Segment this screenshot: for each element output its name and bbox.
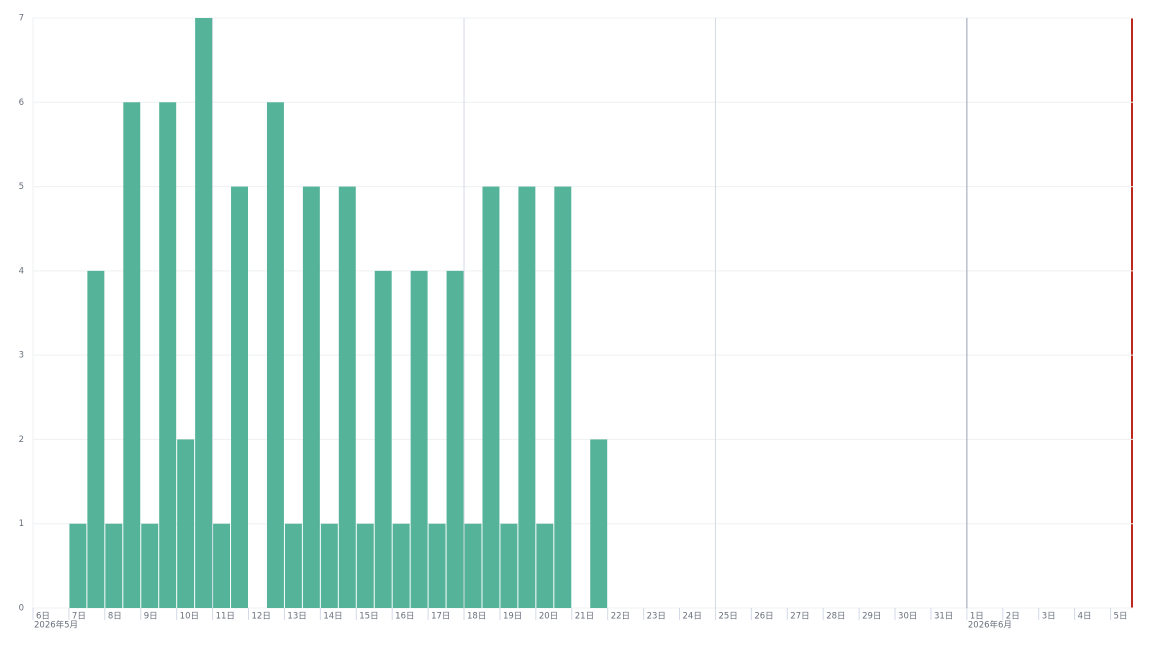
bar	[320, 523, 338, 608]
bar	[338, 186, 356, 609]
bar	[482, 186, 500, 609]
bar	[123, 102, 141, 609]
x-tick-label: 20日	[539, 612, 558, 622]
y-tick-label: 4	[19, 266, 24, 276]
x-month-label: 2026年5月	[34, 620, 78, 631]
bar	[590, 439, 608, 608]
bar	[554, 186, 572, 609]
x-tick-label: 21日	[575, 612, 594, 622]
x-tick-label: 12日	[252, 612, 271, 622]
y-tick-label: 0	[19, 604, 24, 614]
x-tick-label: 9日	[144, 612, 158, 622]
y-tick-label: 2	[19, 435, 24, 445]
x-tick-label: 2日	[1006, 612, 1020, 622]
bar	[159, 102, 177, 609]
x-tick-label: 16日	[395, 612, 414, 622]
bar	[105, 523, 123, 608]
x-tick-label: 4日	[1078, 612, 1092, 622]
y-tick-label: 3	[19, 351, 24, 361]
x-tick-label: 8日	[108, 612, 122, 622]
bar	[231, 186, 249, 609]
bar	[464, 523, 482, 608]
bar	[374, 270, 392, 608]
x-tick-label: 24日	[683, 612, 702, 622]
bar	[177, 439, 195, 608]
x-tick-label: 15日	[359, 612, 378, 622]
x-tick-label: 18日	[467, 612, 486, 622]
x-tick-label: 17日	[431, 612, 450, 622]
bar	[213, 523, 231, 608]
y-tick-label: 1	[19, 519, 24, 529]
x-tick-label: 26日	[754, 612, 773, 622]
bar	[266, 102, 284, 609]
x-tick-label: 19日	[503, 612, 522, 622]
bar	[536, 523, 554, 608]
x-tick-label: 7日	[72, 612, 86, 622]
x-tick-label: 6日	[36, 612, 50, 622]
x-tick-label: 27日	[790, 612, 809, 622]
bar	[392, 523, 410, 608]
bar	[500, 523, 518, 608]
bar	[302, 186, 320, 609]
x-tick-label: 30日	[898, 612, 917, 622]
x-month-label: 2026年6月	[968, 620, 1012, 631]
y-tick-label: 5	[19, 182, 24, 192]
y-tick-label: 7	[19, 14, 24, 24]
bar	[87, 270, 105, 608]
x-tick-label: 3日	[1042, 612, 1056, 622]
x-tick-label: 23日	[647, 612, 666, 622]
x-tick-label: 13日	[287, 612, 306, 622]
x-tick-label: 28日	[826, 612, 845, 622]
x-tick-label: 1日	[970, 612, 984, 622]
x-tick-label: 14日	[323, 612, 342, 622]
x-tick-label: 31日	[934, 612, 953, 622]
bar	[284, 523, 302, 608]
bar	[518, 186, 536, 609]
bar	[141, 523, 159, 608]
bar	[410, 270, 428, 608]
bar	[428, 523, 446, 608]
bar	[356, 523, 374, 608]
y-tick-label: 6	[19, 98, 24, 108]
x-tick-label: 25日	[718, 612, 737, 622]
x-tick-label: 11日	[216, 612, 235, 622]
x-tick-label: 10日	[180, 612, 199, 622]
x-tick-label: 5日	[1114, 612, 1128, 622]
bar	[446, 270, 464, 608]
bar	[195, 18, 213, 608]
bar	[69, 523, 87, 608]
x-tick-label: 22日	[611, 612, 630, 622]
x-tick-label: 29日	[862, 612, 881, 622]
